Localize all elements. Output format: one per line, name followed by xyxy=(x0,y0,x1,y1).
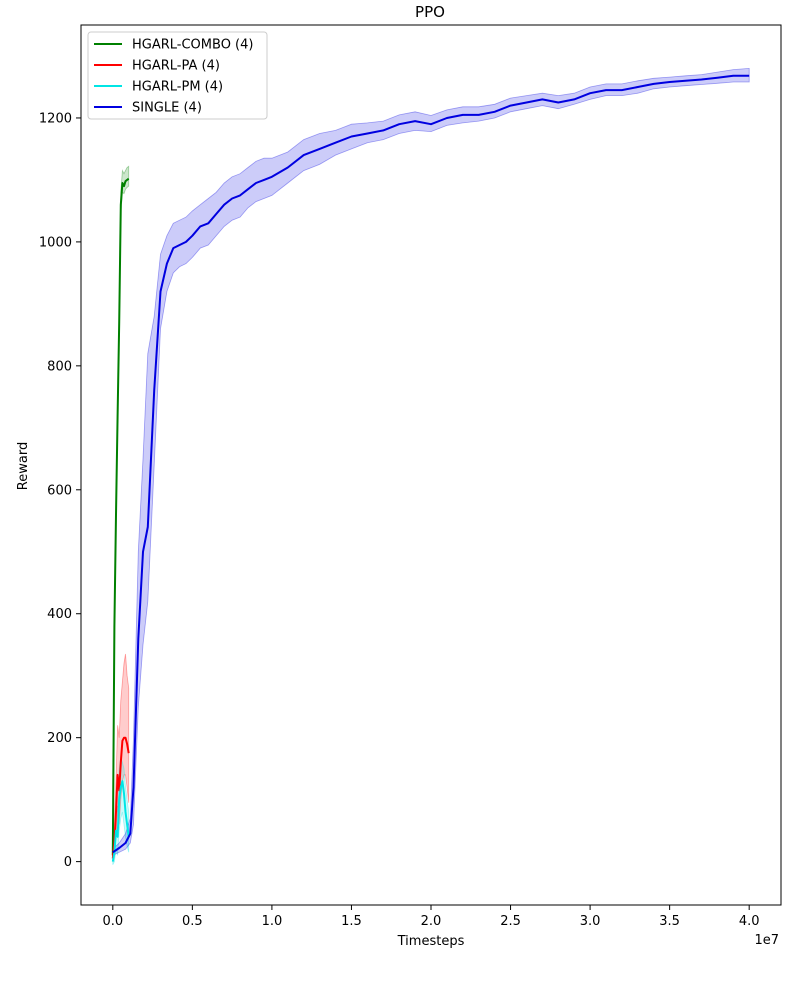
legend-box xyxy=(87,31,268,120)
x-axis-offset-label: 1e7 xyxy=(754,933,779,948)
x-tick-label: 4.0 xyxy=(739,914,760,929)
y-tick-label: 800 xyxy=(47,359,72,374)
line-hgarl-pm-4 xyxy=(111,780,130,862)
legend-label-hgarl-pm-4: HGARL-PM (4) xyxy=(132,80,223,95)
x-tick-label: 0.5 xyxy=(182,914,203,929)
legend-items: HGARL-COMBO (4) HGARL-PA (4) HGARL-PM (4) S… xyxy=(94,38,253,116)
y-tick-label: 1000 xyxy=(39,235,72,250)
x-tick-label: 3.0 xyxy=(580,914,601,929)
legend-label-single-4: SINGLE (4) xyxy=(132,101,202,116)
legend: HGARL-COMBO (4) HGARL-PA (4) HGARL-PM (4) S… xyxy=(87,31,268,120)
band-single-4 xyxy=(112,67,750,857)
y-tick-label: 600 xyxy=(47,483,72,498)
confidence-bands xyxy=(112,67,750,865)
x-tick-label: 2.0 xyxy=(421,914,442,929)
series-lines xyxy=(111,74,750,862)
x-axis-label: Timesteps xyxy=(397,934,465,949)
line-single-4 xyxy=(112,74,750,854)
y-tick-label: 1200 xyxy=(39,111,72,126)
x-tick-label: 2.5 xyxy=(500,914,521,929)
chart-title: PPO xyxy=(415,3,445,21)
x-tick-label: 0.0 xyxy=(102,914,123,929)
legend-label-hgarl-pa-4: HGARL-PA (4) xyxy=(132,59,220,74)
y-axis-label: Reward xyxy=(16,442,31,490)
x-axis-ticks: 0.0 0.5 1.0 1.5 2.0 2.5 3.0 3.5 4.0 xyxy=(102,905,760,929)
x-tick-label: 3.5 xyxy=(659,914,680,929)
line-hgarl-pa-4 xyxy=(111,736,130,859)
y-axis-ticks: 0 200 400 600 800 1000 1200 xyxy=(39,111,81,870)
plot-frame xyxy=(80,24,782,906)
line-hgarl-combo-4 xyxy=(111,177,130,856)
y-tick-label: 400 xyxy=(47,607,72,622)
x-tick-label: 1.0 xyxy=(262,914,283,929)
y-tick-label: 200 xyxy=(47,731,72,746)
legend-label-hgarl-combo-4: HGARL-COMBO (4) xyxy=(132,38,253,53)
x-tick-label: 1.5 xyxy=(341,914,362,929)
y-tick-label: 0 xyxy=(64,855,72,870)
